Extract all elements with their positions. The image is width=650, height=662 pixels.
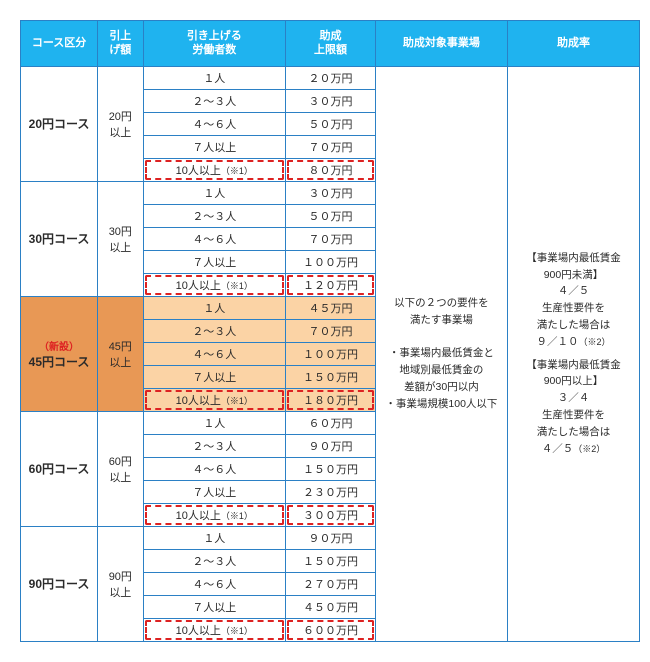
workers-cell: １人 (143, 296, 286, 319)
workers-cell: ４～６人 (143, 112, 286, 135)
raise-amount-cell: 60円以上 (98, 411, 143, 526)
workers-cell: 10人以上（※1） (143, 158, 286, 181)
target-cell: 以下の２つの要件を満たす事業場・事業場内最低賃金と地域別最低賃金の差額が30円以… (375, 66, 507, 641)
workers-cell: ２～３人 (143, 89, 286, 112)
raise-amount-cell: 90円以上 (98, 526, 143, 641)
amount-cell: ４５万円 (286, 296, 376, 319)
header-amount: 助成上限額 (286, 21, 376, 67)
workers-cell: 10人以上（※1） (143, 503, 286, 526)
amount-cell: ９０万円 (286, 434, 376, 457)
amount-cell: ６０万円 (286, 411, 376, 434)
workers-cell: 10人以上（※1） (143, 273, 286, 296)
workers-cell: ４～６人 (143, 227, 286, 250)
amount-cell: １５０万円 (286, 549, 376, 572)
rate-cell: 【事業場内最低賃金900円未満】４／５生産性要件を満たした場合は９／１０（※2）… (507, 66, 639, 641)
course-name-cell: 60円コース (21, 411, 98, 526)
course-name-cell: 90円コース (21, 526, 98, 641)
workers-cell: ４～６人 (143, 342, 286, 365)
amount-cell: ５０万円 (286, 112, 376, 135)
workers-cell: １人 (143, 411, 286, 434)
new-badge: （新設） (23, 338, 95, 353)
amount-cell: ６００万円 (286, 618, 376, 641)
amount-cell: ７０万円 (286, 227, 376, 250)
workers-cell: １人 (143, 66, 286, 89)
workers-cell: ７人以上 (143, 480, 286, 503)
header-row: コース区分 引上げ額 引き上げる労働者数 助成上限額 助成対象事業場 助成率 (21, 21, 640, 67)
workers-cell: ４～６人 (143, 572, 286, 595)
header-target: 助成対象事業場 (375, 21, 507, 67)
workers-cell: ２～３人 (143, 204, 286, 227)
workers-cell: ２～３人 (143, 319, 286, 342)
raise-amount-cell: 45円以上 (98, 296, 143, 411)
amount-cell: ３０万円 (286, 181, 376, 204)
amount-cell: ７０万円 (286, 319, 376, 342)
course-name-cell: 30円コース (21, 181, 98, 296)
header-rate: 助成率 (507, 21, 639, 67)
workers-cell: ７人以上 (143, 365, 286, 388)
workers-cell: １人 (143, 181, 286, 204)
raise-amount-cell: 30円以上 (98, 181, 143, 296)
amount-cell: １８０万円 (286, 388, 376, 411)
amount-cell: １２０万円 (286, 273, 376, 296)
workers-cell: ７人以上 (143, 250, 286, 273)
workers-cell: ２～３人 (143, 434, 286, 457)
course-name-cell: 20円コース (21, 66, 98, 181)
amount-cell: ２３０万円 (286, 480, 376, 503)
amount-cell: １００万円 (286, 250, 376, 273)
workers-cell: ４～６人 (143, 457, 286, 480)
amount-cell: ９０万円 (286, 526, 376, 549)
raise-amount-cell: 20円以上 (98, 66, 143, 181)
amount-cell: １５０万円 (286, 457, 376, 480)
workers-cell: ７人以上 (143, 595, 286, 618)
table-row: 20円コース20円以上１人２０万円以下の２つの要件を満たす事業場・事業場内最低賃… (21, 66, 640, 89)
header-workers: 引き上げる労働者数 (143, 21, 286, 67)
course-name-cell: （新設）45円コース (21, 296, 98, 411)
workers-cell: １人 (143, 526, 286, 549)
table-body: 20円コース20円以上１人２０万円以下の２つの要件を満たす事業場・事業場内最低賃… (21, 66, 640, 641)
amount-cell: ７０万円 (286, 135, 376, 158)
amount-cell: １５０万円 (286, 365, 376, 388)
workers-cell: 10人以上（※1） (143, 618, 286, 641)
workers-cell: 10人以上（※1） (143, 388, 286, 411)
amount-cell: ２０万円 (286, 66, 376, 89)
amount-cell: ３０万円 (286, 89, 376, 112)
amount-cell: １００万円 (286, 342, 376, 365)
workers-cell: ７人以上 (143, 135, 286, 158)
amount-cell: ３００万円 (286, 503, 376, 526)
subsidy-table-container: コース区分 引上げ額 引き上げる労働者数 助成上限額 助成対象事業場 助成率 2… (20, 20, 640, 642)
amount-cell: ８０万円 (286, 158, 376, 181)
header-raise: 引上げ額 (98, 21, 143, 67)
amount-cell: ４５０万円 (286, 595, 376, 618)
subsidy-table: コース区分 引上げ額 引き上げる労働者数 助成上限額 助成対象事業場 助成率 2… (20, 20, 640, 642)
amount-cell: ５０万円 (286, 204, 376, 227)
amount-cell: ２７０万円 (286, 572, 376, 595)
workers-cell: ２～３人 (143, 549, 286, 572)
header-course: コース区分 (21, 21, 98, 67)
